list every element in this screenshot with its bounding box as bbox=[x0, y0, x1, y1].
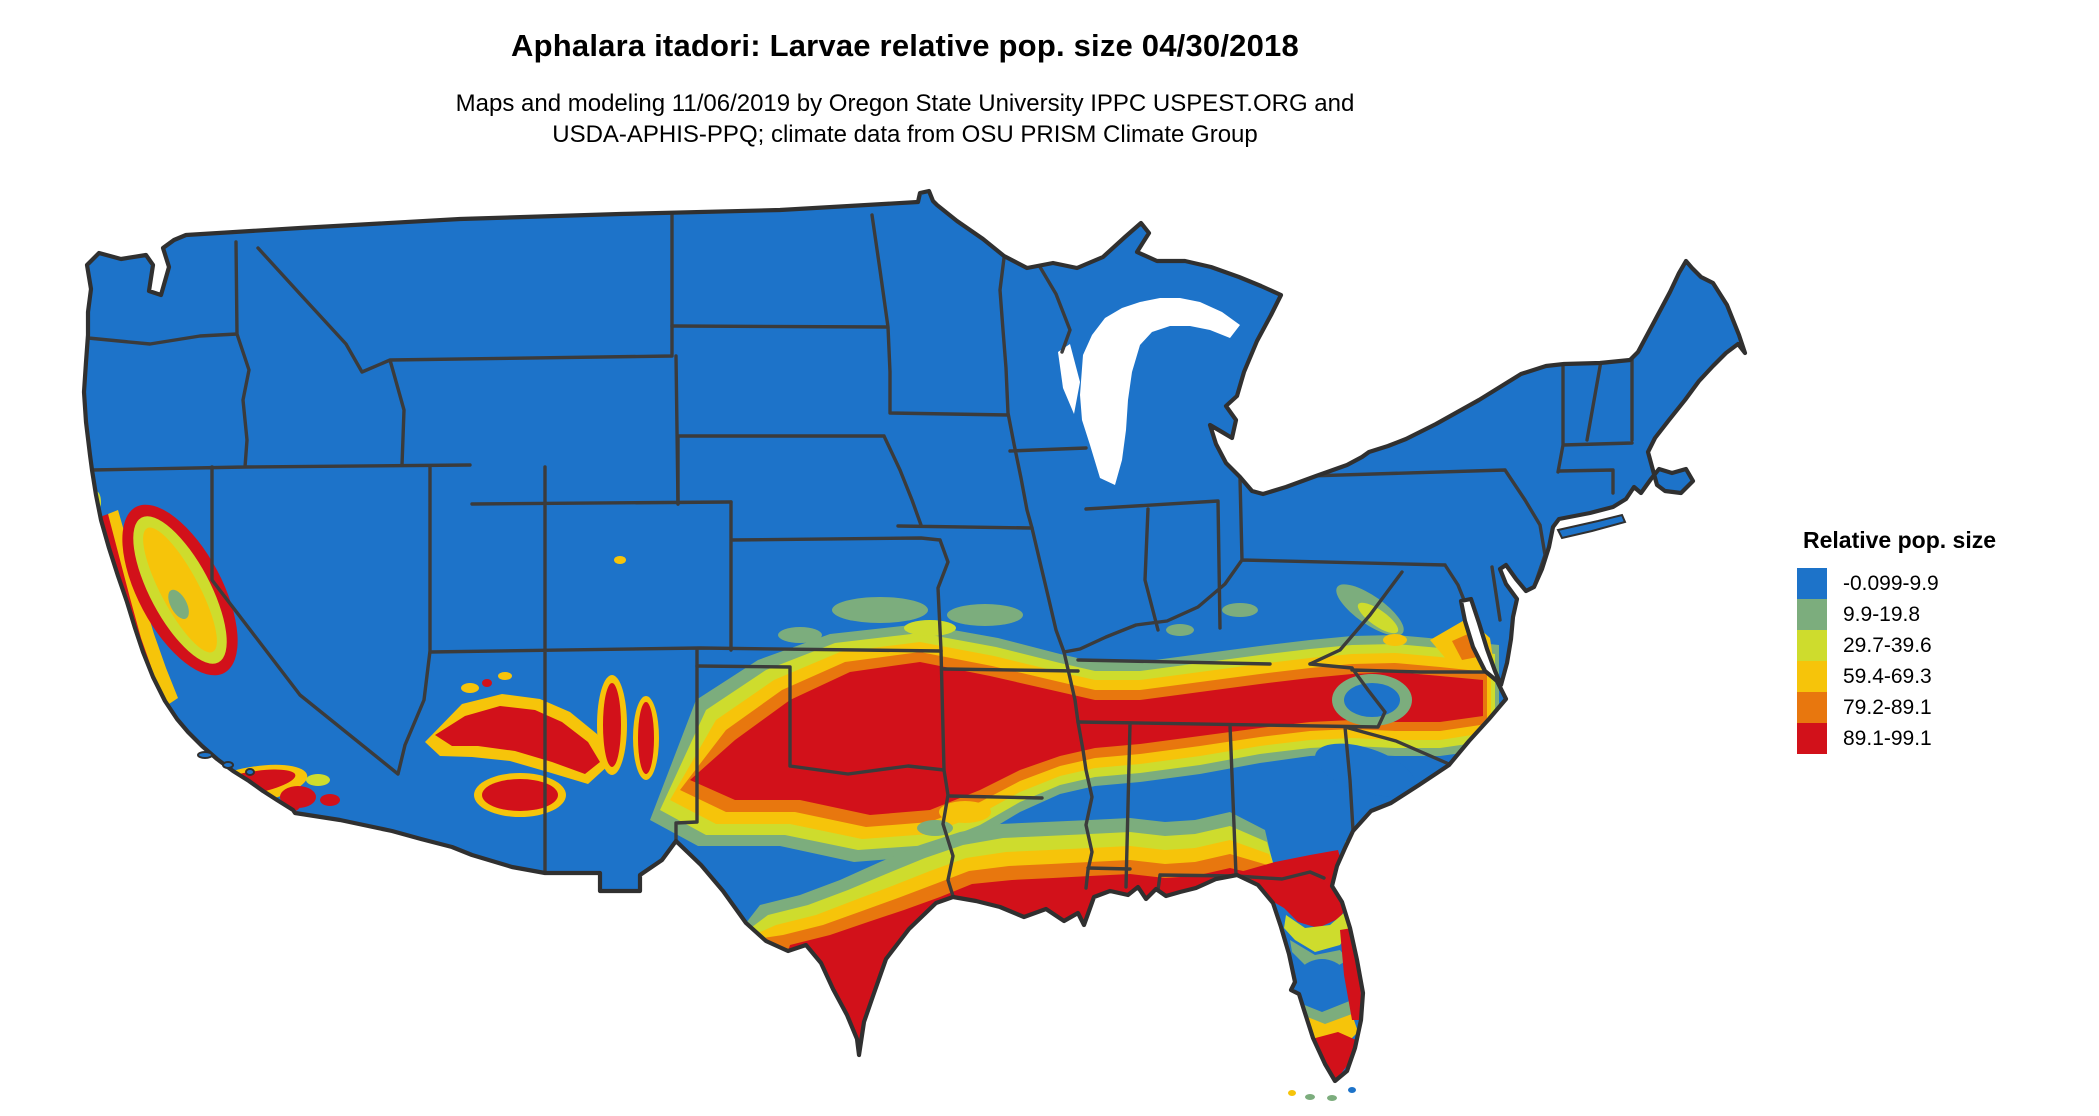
central-valley-gold-core bbox=[143, 527, 217, 653]
central-valley-rings bbox=[122, 504, 238, 676]
gulf-band-red-core bbox=[788, 868, 1280, 1055]
page-title: Aphalara itadori: Larvae relative pop. s… bbox=[0, 28, 1810, 64]
map-title: Aphalara itadori: Larvae relative pop. s… bbox=[511, 28, 1299, 63]
legend-label: 89.1-99.1 bbox=[1843, 726, 1932, 750]
legend-item-class2: 9.9-19.8 bbox=[1797, 599, 2087, 630]
channel-island-3 bbox=[245, 768, 255, 776]
green-bay bbox=[1058, 344, 1080, 414]
new-mexico-red-strip-2 bbox=[638, 702, 654, 774]
kentucky-green-speck-2 bbox=[1166, 624, 1194, 636]
florida-mid-yellowgreen bbox=[1284, 912, 1350, 952]
virginia-gold-speck bbox=[1383, 634, 1407, 646]
colorado-gold-fleck bbox=[614, 556, 626, 564]
map-subtitle: Maps and modeling 11/06/2019 by Oregon S… bbox=[0, 88, 1810, 150]
florida-keys-blue-speck bbox=[1348, 1087, 1356, 1093]
florida-east-coast-red-strip bbox=[1340, 928, 1362, 1020]
legend-item-class3: 29.7-39.6 bbox=[1797, 630, 2087, 661]
legend-swatch-gold bbox=[1797, 661, 1827, 692]
map-legend: Relative pop. size -0.099-9.9 9.9-19.8 2… bbox=[1797, 527, 2087, 754]
legend-title: Relative pop. size bbox=[1803, 527, 1997, 553]
central-band-red-core bbox=[690, 662, 1483, 815]
gulf-band-orange-fringe bbox=[763, 854, 1278, 1055]
state-border-lines-midwest bbox=[1062, 468, 1547, 666]
florida-north-red-blob bbox=[1200, 850, 1350, 928]
state-border-lines-mississippi bbox=[998, 256, 1094, 890]
state-border-lines-west bbox=[86, 212, 943, 875]
smokies-blue-pocket bbox=[1344, 683, 1400, 717]
florida-keys-gold-speck bbox=[1288, 1090, 1296, 1096]
socal-yellowgreen-speck bbox=[306, 774, 330, 786]
shenandoah-yellowgreen-patch bbox=[1357, 602, 1399, 634]
kansas-green-patch-2 bbox=[947, 604, 1023, 626]
legend-item-class1: -0.099-9.9 bbox=[1797, 568, 2087, 599]
legend-label: 59.4-69.3 bbox=[1843, 664, 1932, 688]
legend-item-class6: 89.1-99.1 bbox=[1797, 723, 2087, 754]
florida-keys-green-speck-1 bbox=[1305, 1094, 1315, 1100]
north-arizona-gold-speck-2 bbox=[498, 672, 512, 680]
legend-label: 9.9-19.8 bbox=[1843, 602, 1921, 626]
mogollon-red-arc bbox=[435, 706, 600, 774]
gila-red-blob bbox=[482, 779, 558, 811]
long-island bbox=[1556, 513, 1627, 540]
legend-swatch-green bbox=[1797, 599, 1827, 630]
new-mexico-red-strip-1 bbox=[603, 683, 621, 767]
legend-label: 79.2-89.1 bbox=[1843, 695, 1932, 719]
state-border-lines-south bbox=[1076, 658, 1490, 892]
state-border-lines-northeast bbox=[1556, 356, 1634, 495]
legend-label: -0.099-9.9 bbox=[1843, 571, 1939, 595]
channel-island-2 bbox=[222, 761, 234, 769]
central-valley-green-speck bbox=[168, 589, 189, 619]
florida-keys-green-speck-2 bbox=[1327, 1095, 1337, 1101]
west-kansas-green-patch bbox=[778, 627, 822, 643]
subtitle-line-2: USDA-APHIS-PPQ; climate data from OSU PR… bbox=[552, 121, 1258, 148]
lake-michigan bbox=[1080, 298, 1240, 485]
east-texas-gold-pocket bbox=[939, 801, 991, 823]
kansas-green-patch-1 bbox=[832, 597, 928, 623]
piedmont-blue-pocket bbox=[1315, 743, 1415, 797]
state-borders bbox=[86, 212, 1634, 898]
legend-swatch-orange bbox=[1797, 692, 1827, 723]
channel-island-1 bbox=[197, 751, 213, 759]
legend-label: 29.7-39.6 bbox=[1843, 633, 1932, 657]
kentucky-green-speck-1 bbox=[1222, 603, 1258, 617]
legend-item-class5: 79.2-89.1 bbox=[1797, 692, 2087, 723]
us-coast-outline bbox=[81, 188, 1748, 1084]
imperial-valley-red-spot bbox=[320, 794, 340, 806]
legend-swatch-yellowgreen bbox=[1797, 630, 1827, 661]
florida-south-red-tip bbox=[1308, 1032, 1356, 1080]
kansas-yellowgreen-patch bbox=[904, 620, 956, 636]
north-arizona-gold-speck-1 bbox=[461, 683, 479, 693]
legend-swatch-blue bbox=[1797, 568, 1827, 599]
legend-item-class4: 59.4-69.3 bbox=[1797, 661, 2087, 692]
state-border-lines-plains bbox=[670, 213, 1080, 898]
subtitle-line-1: Maps and modeling 11/06/2019 by Oregon S… bbox=[455, 90, 1355, 117]
north-arizona-red-speck bbox=[482, 679, 492, 687]
legend-swatch-red bbox=[1797, 723, 1827, 754]
